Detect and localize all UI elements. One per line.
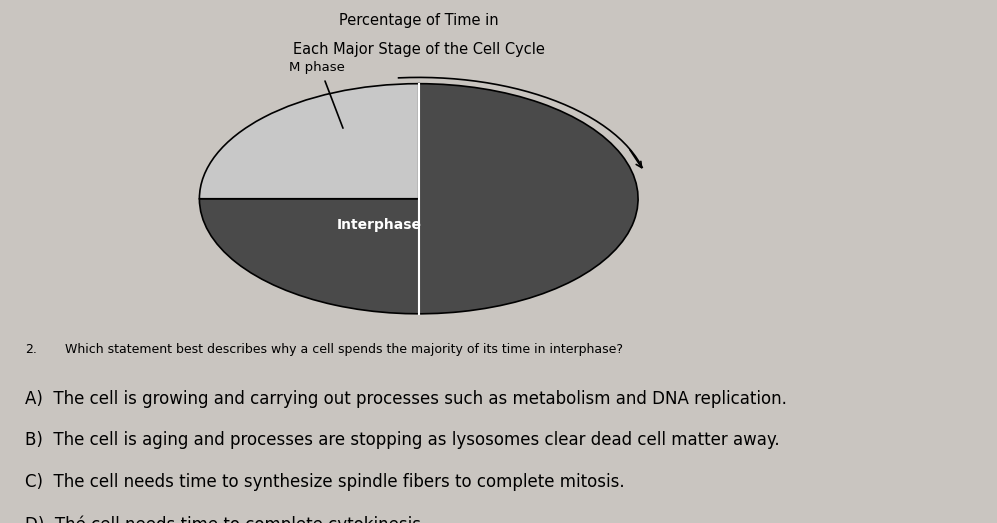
Text: Each Major Stage of the Cell Cycle: Each Major Stage of the Cell Cycle: [293, 42, 544, 57]
Text: A)  The cell is growing and carrying out processes such as metabolism and DNA re: A) The cell is growing and carrying out …: [25, 390, 787, 407]
Text: C)  The cell needs time to synthesize spindle fibers to complete mitosis.: C) The cell needs time to synthesize spi…: [25, 473, 624, 491]
Wedge shape: [199, 84, 419, 199]
Text: Interphase: Interphase: [336, 218, 422, 232]
Text: Percentage of Time in: Percentage of Time in: [339, 13, 498, 28]
Text: B)  The cell is aging and processes are stopping as lysosomes clear dead cell ma: B) The cell is aging and processes are s…: [25, 431, 780, 449]
Text: M phase: M phase: [289, 62, 345, 74]
Text: Which statement best describes why a cell spends the majority of its time in int: Which statement best describes why a cel…: [65, 343, 623, 356]
Wedge shape: [199, 84, 638, 314]
Text: 2.: 2.: [25, 343, 37, 356]
Text: D)  Thé cell needs time to complete cytokinesis.: D) Thé cell needs time to complete cytok…: [25, 515, 426, 523]
